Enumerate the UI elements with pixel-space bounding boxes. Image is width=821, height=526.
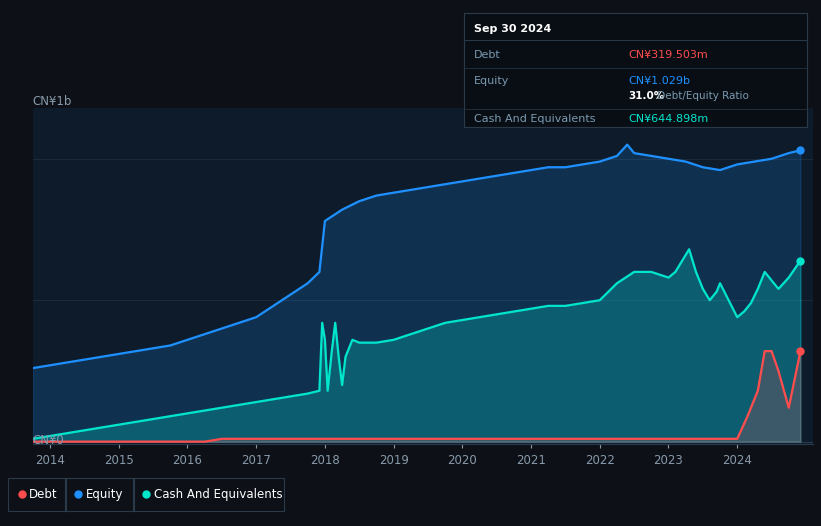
Text: Cash And Equivalents: Cash And Equivalents bbox=[154, 488, 282, 501]
Text: CN¥644.898m: CN¥644.898m bbox=[629, 114, 709, 124]
Text: Sep 30 2024: Sep 30 2024 bbox=[475, 24, 552, 34]
Text: Debt/Equity Ratio: Debt/Equity Ratio bbox=[654, 92, 750, 102]
Text: Cash And Equivalents: Cash And Equivalents bbox=[475, 114, 596, 124]
Text: CN¥1b: CN¥1b bbox=[33, 95, 72, 108]
Text: CN¥319.503m: CN¥319.503m bbox=[629, 50, 709, 60]
Text: 31.0%: 31.0% bbox=[629, 92, 665, 102]
Text: CN¥1.029b: CN¥1.029b bbox=[629, 76, 690, 86]
Text: Equity: Equity bbox=[85, 488, 123, 501]
Text: Debt: Debt bbox=[29, 488, 57, 501]
Text: Equity: Equity bbox=[475, 76, 510, 86]
Text: CN¥0: CN¥0 bbox=[33, 434, 65, 447]
Text: Debt: Debt bbox=[475, 50, 501, 60]
